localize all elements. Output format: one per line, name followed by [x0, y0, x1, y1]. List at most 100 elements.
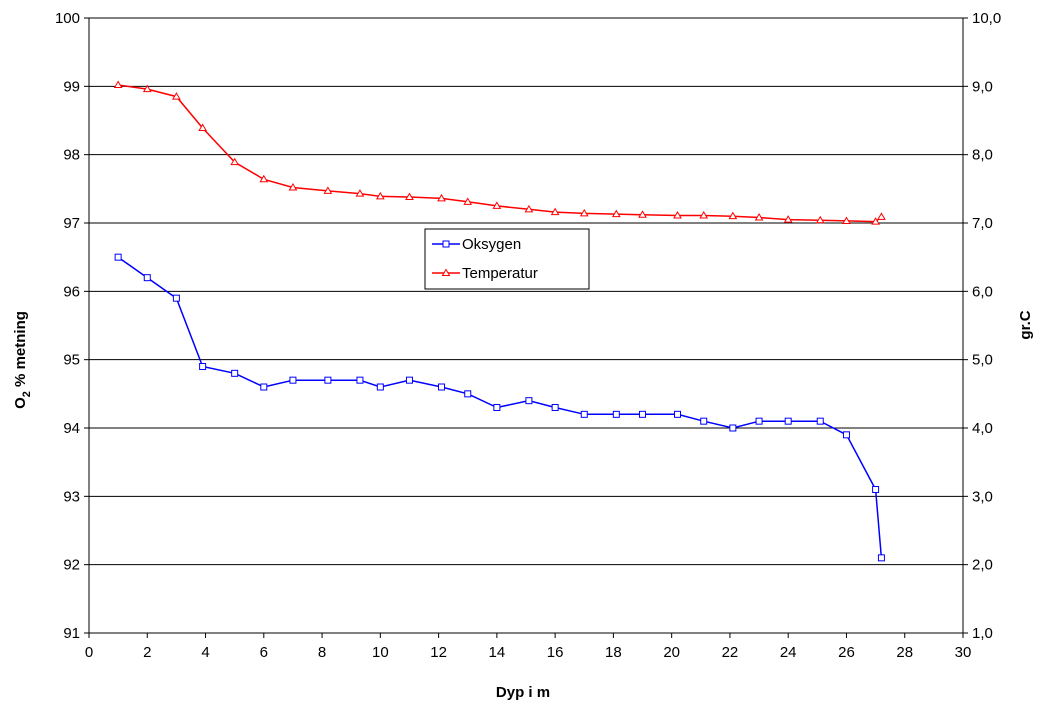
- data-point-temperatur: [871, 217, 880, 225]
- x-tick-label: 28: [896, 644, 913, 661]
- legend: Oksygen Temperatur: [424, 228, 590, 290]
- x-tick-label: 18: [605, 644, 622, 661]
- data-point-oksygen: [525, 397, 533, 405]
- data-point-oksygen: [816, 417, 824, 425]
- data-point-oksygen: [356, 376, 364, 384]
- data-point-temperatur: [259, 174, 269, 183]
- y-axis-title: O2 % metning: [12, 311, 33, 409]
- y2-tick-label: 5,0: [972, 352, 993, 369]
- data-point-temperatur: [699, 210, 709, 219]
- data-point-oksygen: [289, 376, 297, 384]
- data-point-temperatur: [463, 197, 473, 205]
- y2-tick-label: 6,0: [972, 283, 993, 300]
- data-point-temperatur: [437, 193, 446, 202]
- legend-marker-oksygen: [442, 240, 450, 248]
- y2-tick-label: 10,0: [972, 10, 1001, 27]
- x-tick-label: 10: [372, 644, 389, 661]
- y-tick-label: 99: [63, 78, 80, 95]
- data-point-temperatur: [323, 186, 333, 194]
- legend-item-temperatur: Temperatur: [432, 265, 538, 282]
- x-tick-label: 26: [838, 644, 855, 661]
- data-point-temperatur: [375, 191, 385, 200]
- y-axis-title-sub: 2: [21, 391, 33, 397]
- data-point-temperatur: [783, 215, 793, 223]
- data-point-oksygen: [260, 383, 268, 391]
- x-axis-ticks: 0 2 4 6 8 10 12 14 16 18 20 22 24 26 28 30: [85, 633, 972, 661]
- y-tick-label: 96: [63, 283, 80, 300]
- y-tick-label: 95: [63, 352, 80, 369]
- data-point-oksygen: [551, 404, 559, 411]
- y-tick-label: 98: [63, 147, 80, 164]
- data-point-oksygen: [700, 417, 708, 425]
- x-tick-label: 16: [547, 644, 564, 661]
- legend-label-temperatur: Temperatur: [462, 265, 538, 282]
- data-point-oksygen: [464, 390, 472, 398]
- data-point-temperatur: [198, 123, 207, 132]
- data-point-temperatur: [142, 84, 152, 93]
- data-point-oksygen: [612, 410, 620, 418]
- y2-tick-label: 8,0: [972, 147, 993, 164]
- data-point-temperatur: [754, 213, 764, 221]
- x-tick-label: 6: [260, 644, 268, 661]
- data-point-oksygen: [324, 376, 332, 384]
- y2-axis-ticks: 1,0 2,0 3,0 4,0 5,0 6,0 7,0 8,0 9,0 10,0: [963, 10, 1001, 642]
- data-point-oksygen: [438, 383, 446, 391]
- data-point-oksygen: [172, 294, 180, 302]
- y-axis-ticks: 91 92 93 94 95 96 97 98 99 100: [55, 10, 89, 642]
- data-point-temperatur: [355, 189, 365, 197]
- data-point-temperatur: [524, 204, 534, 213]
- data-point-oksygen: [639, 410, 647, 418]
- data-point-oksygen: [877, 554, 885, 562]
- y2-tick-label: 3,0: [972, 488, 993, 505]
- data-point-temperatur: [638, 210, 647, 218]
- data-point-temperatur: [230, 157, 240, 166]
- data-point-temperatur: [113, 80, 123, 88]
- legend-marker-temperatur: [441, 268, 451, 276]
- data-point-oksygen: [143, 274, 151, 282]
- data-point-oksygen: [729, 424, 737, 432]
- data-point-temperatur: [405, 192, 414, 201]
- x-tick-label: 20: [663, 644, 680, 661]
- x-tick-label: 24: [780, 644, 797, 661]
- y2-tick-label: 9,0: [972, 78, 993, 95]
- y-tick-label: 93: [63, 488, 80, 505]
- data-point-temperatur: [673, 210, 682, 219]
- x-tick-label: 2: [143, 644, 151, 661]
- data-point-oksygen: [231, 369, 239, 377]
- data-point-oksygen: [493, 404, 501, 411]
- data-point-temperatur: [815, 215, 825, 224]
- data-point-oksygen: [673, 410, 681, 418]
- y-tick-label: 91: [63, 625, 80, 642]
- data-point-temperatur: [728, 211, 738, 220]
- data-point-oksygen: [842, 431, 850, 439]
- x-axis-title: Dyp i m: [496, 684, 550, 701]
- gridlines: [89, 85, 963, 566]
- data-point-temperatur: [288, 182, 298, 191]
- y-tick-label: 94: [63, 420, 80, 437]
- data-point-oksygen: [376, 383, 384, 391]
- y2-axis-title: gr.C: [1017, 310, 1034, 339]
- x-tick-label: 8: [318, 644, 326, 661]
- x-tick-label: 4: [201, 644, 209, 661]
- data-point-oksygen: [580, 410, 588, 418]
- data-point-temperatur: [611, 209, 621, 218]
- data-point-oksygen: [872, 486, 880, 493]
- data-point-oksygen: [784, 417, 792, 425]
- x-tick-label: 0: [85, 644, 93, 661]
- x-tick-label: 14: [489, 644, 506, 661]
- x-tick-label: 30: [955, 644, 972, 661]
- data-point-temperatur: [579, 208, 589, 217]
- data-point-temperatur: [877, 212, 886, 220]
- y-tick-label: 97: [63, 215, 80, 232]
- y-axis-title-main: O: [12, 397, 29, 409]
- data-point-oksygen: [114, 253, 122, 261]
- x-tick-label: 12: [430, 644, 447, 661]
- x-tick-label: 22: [722, 644, 739, 661]
- series-layer: [113, 80, 886, 562]
- y2-tick-label: 4,0: [972, 420, 993, 437]
- plot-area: [88, 17, 964, 634]
- data-point-oksygen: [199, 363, 207, 370]
- y2-tick-label: 1,0: [972, 625, 993, 642]
- data-point-temperatur: [550, 207, 560, 216]
